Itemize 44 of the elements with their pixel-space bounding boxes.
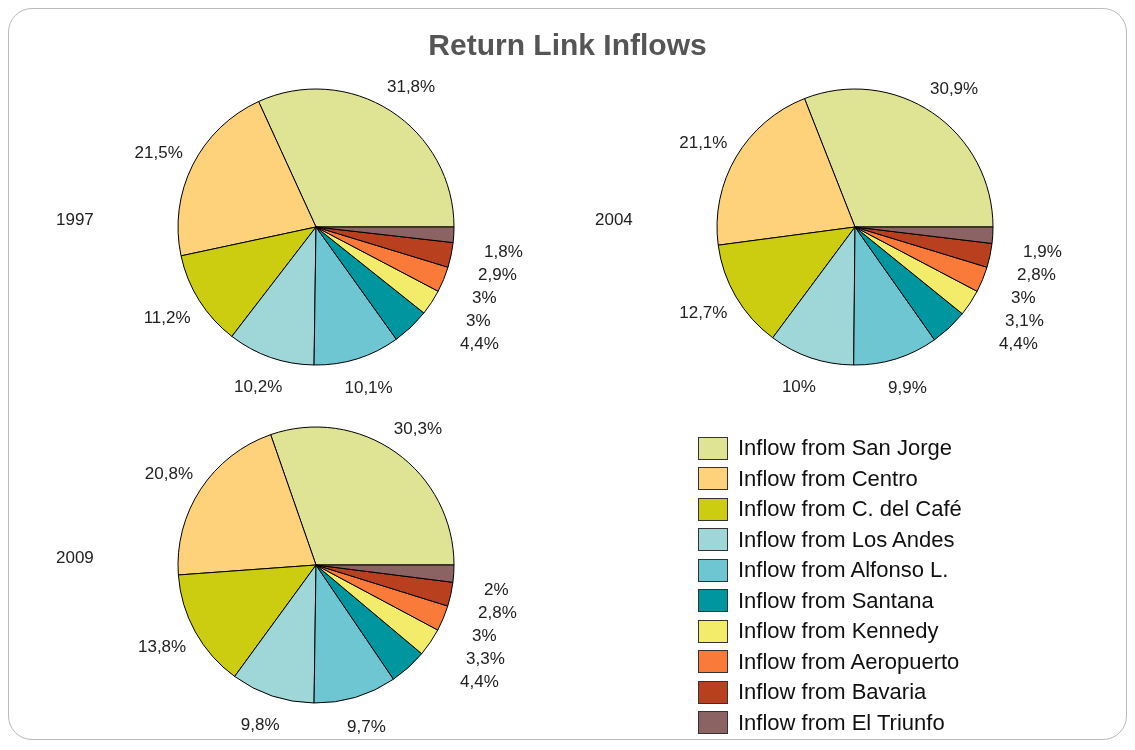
text: 2004: [595, 210, 633, 230]
legend-label: Inflow from El Triunfo: [738, 709, 945, 736]
chart-title: Return Link Inflows: [427, 28, 708, 62]
data-label: 3%: [1011, 288, 1036, 307]
data-label: 3,1%: [1005, 311, 1044, 330]
data-label: 3%: [466, 311, 491, 330]
data-label: 2,8%: [1017, 265, 1056, 284]
data-label: 3%: [472, 288, 497, 307]
data-label: 1,8%: [484, 242, 523, 261]
data-label: 2%: [484, 580, 509, 599]
legend-label: Inflow from Kennedy: [738, 618, 939, 645]
text: 2009: [56, 548, 94, 568]
legend-label: Inflow from Alfonso L.: [738, 557, 949, 584]
data-label: 9,9%: [888, 378, 927, 398]
data-label: 12,7%: [679, 303, 728, 323]
data-label: 10%: [781, 377, 816, 397]
legend-label: Inflow from Los Andes: [738, 526, 955, 553]
legend-label: Inflow from San Jorge: [738, 435, 952, 462]
data-label: 13,8%: [137, 637, 187, 657]
data-label: 4,4%: [999, 334, 1038, 353]
data-label: 20,8%: [144, 463, 194, 483]
data-label: 10,1%: [344, 378, 393, 398]
legend-label: Inflow from C. del Café: [738, 496, 962, 523]
data-label: 21,1%: [679, 132, 728, 152]
data-label: 9,8%: [240, 715, 280, 735]
data-label: 10,2%: [234, 376, 283, 396]
legend-label: Inflow from Bavaria: [738, 679, 927, 706]
data-label: 11,2%: [143, 307, 191, 327]
legend-label: Inflow from Centro: [738, 465, 918, 492]
data-label: 31,8%: [386, 76, 436, 96]
data-label: 3%: [472, 626, 497, 645]
data-label: 30,9%: [930, 79, 979, 99]
data-label: 4,4%: [460, 334, 499, 353]
legend-label: Inflow from Santana: [738, 587, 934, 614]
text: 1997: [56, 210, 94, 230]
data-label: 30,3%: [393, 419, 443, 439]
data-label: 2,8%: [478, 603, 517, 622]
data-label: 9,7%: [347, 716, 386, 736]
data-label: 1,9%: [1023, 242, 1062, 261]
data-label: 3,3%: [466, 649, 505, 668]
data-label: 2,9%: [478, 265, 517, 284]
data-label: 4,4%: [460, 672, 499, 691]
data-label: 21,5%: [134, 142, 183, 162]
legend-label: Inflow from Aeropuerto: [738, 648, 960, 675]
